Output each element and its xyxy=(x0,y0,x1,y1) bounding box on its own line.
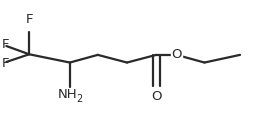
Text: O: O xyxy=(171,48,182,61)
Text: 2: 2 xyxy=(76,94,83,103)
Text: O: O xyxy=(151,90,162,103)
Text: NH: NH xyxy=(57,88,77,101)
Bar xyxy=(151,88,161,104)
Text: F: F xyxy=(1,57,9,70)
Text: F: F xyxy=(25,13,33,26)
Bar xyxy=(171,47,182,63)
Text: F: F xyxy=(1,38,9,51)
